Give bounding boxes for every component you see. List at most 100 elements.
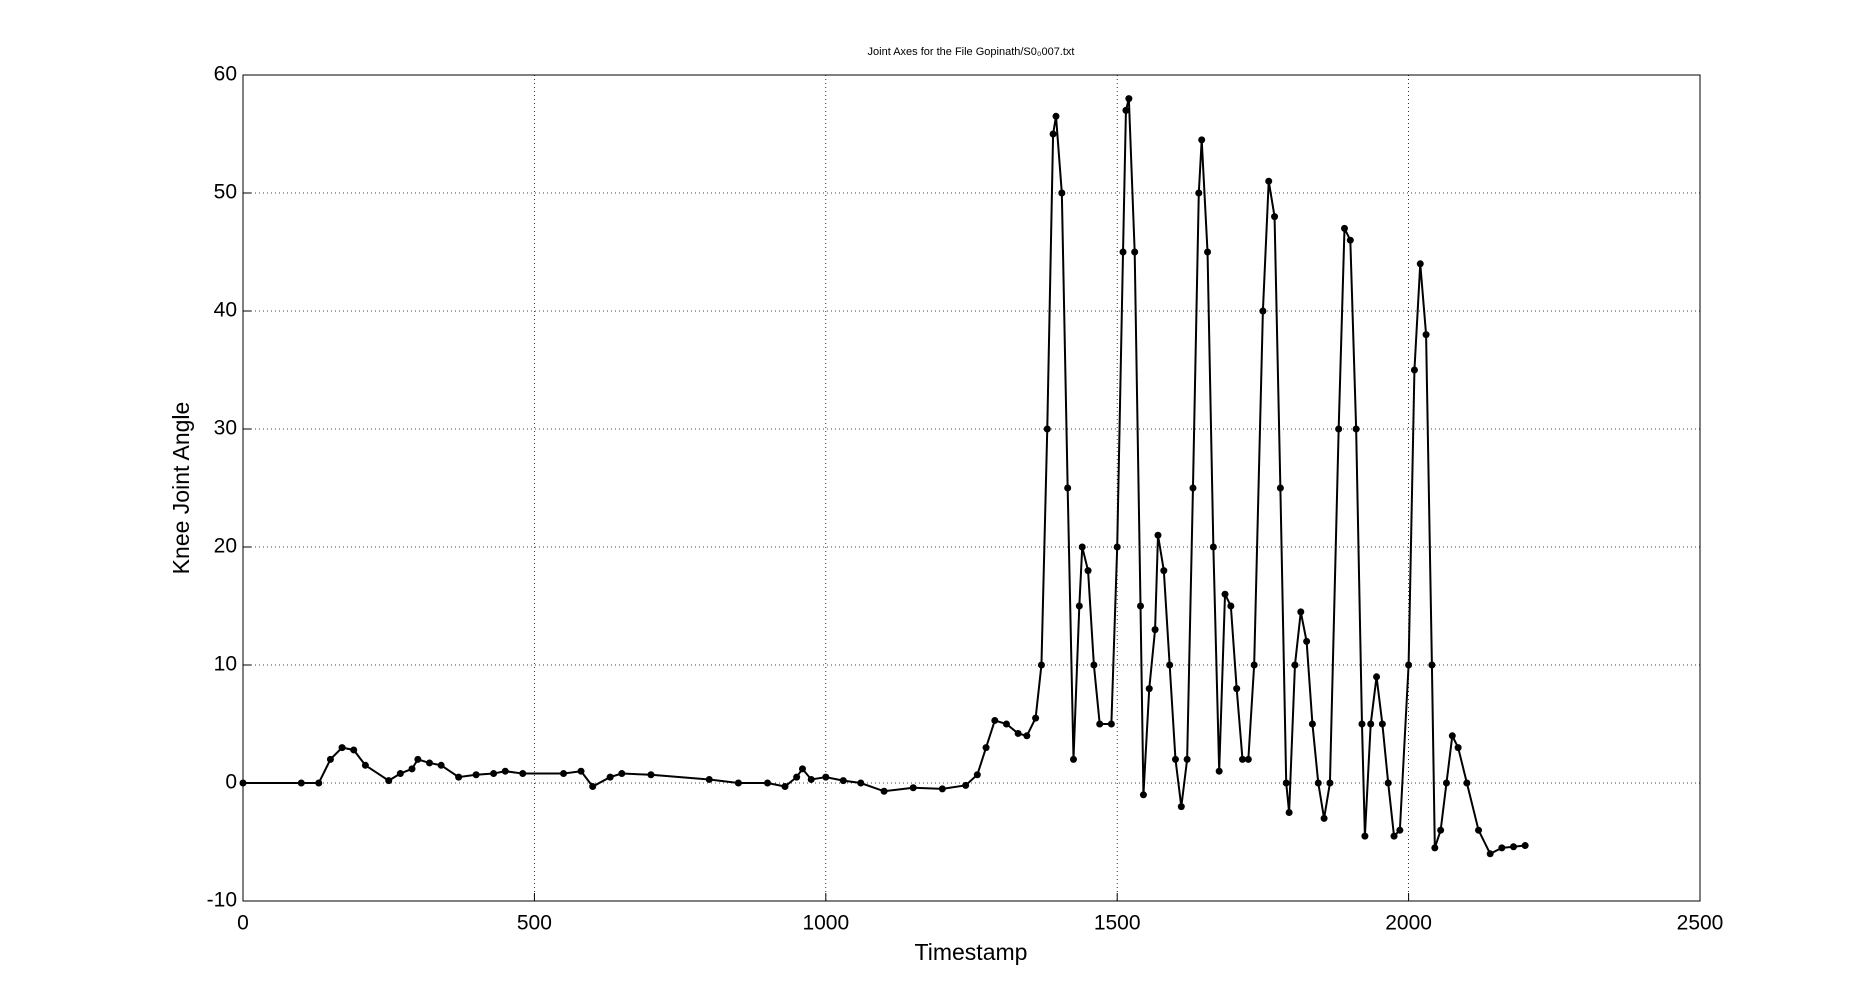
- data-point: [1314, 779, 1322, 787]
- data-point: [1308, 720, 1316, 728]
- data-point: [1189, 484, 1197, 492]
- data-point: [1475, 826, 1483, 834]
- data-point: [1037, 661, 1045, 669]
- data-point: [606, 773, 614, 781]
- y-tick-label: -10: [207, 889, 237, 912]
- data-point: [1090, 661, 1098, 669]
- data-point: [1352, 425, 1360, 433]
- data-point: [239, 779, 247, 787]
- data-point: [1122, 106, 1130, 114]
- data-point: [1023, 732, 1031, 740]
- data-point: [1346, 236, 1354, 244]
- data-point: [1335, 425, 1343, 433]
- data-point: [793, 773, 801, 781]
- x-tick-label: 500: [517, 912, 552, 935]
- data-point: [1486, 850, 1494, 858]
- data-point: [973, 771, 981, 779]
- data-point: [501, 767, 509, 775]
- data-point: [396, 770, 404, 778]
- data-point: [1390, 832, 1398, 840]
- data-point: [437, 761, 445, 769]
- data-point: [1183, 755, 1191, 763]
- data-point: [1154, 531, 1162, 539]
- data-point: [1320, 814, 1328, 822]
- data-point: [1410, 366, 1418, 374]
- x-tick-label: 2500: [1677, 912, 1724, 935]
- data-point: [1096, 720, 1104, 728]
- data-point: [361, 761, 369, 769]
- data-point: [938, 785, 946, 793]
- data-point: [1195, 189, 1203, 197]
- data-point: [1437, 826, 1445, 834]
- data-point: [1177, 803, 1185, 811]
- x-tick-label: 1500: [1094, 912, 1141, 935]
- data-point: [1125, 95, 1133, 103]
- data-point: [1032, 714, 1040, 722]
- data-point: [1384, 779, 1392, 787]
- data-point: [1271, 213, 1279, 221]
- data-point: [1244, 755, 1252, 763]
- data-point: [1166, 661, 1174, 669]
- data-point: [297, 779, 305, 787]
- data-point: [589, 783, 597, 791]
- data-point: [1259, 307, 1267, 315]
- data-point: [1119, 248, 1127, 256]
- y-tick-label: 10: [214, 653, 237, 676]
- data-point: [338, 744, 346, 752]
- data-point: [1463, 779, 1471, 787]
- data-point: [425, 759, 433, 767]
- data-point: [781, 783, 789, 791]
- data-point: [1361, 832, 1369, 840]
- data-point: [1442, 779, 1450, 787]
- data-point: [857, 779, 865, 787]
- data-point: [1227, 602, 1235, 610]
- data-point: [1069, 755, 1077, 763]
- data-point: [315, 779, 323, 787]
- data-point: [560, 770, 568, 778]
- data-point: [455, 773, 463, 781]
- data-point: [1160, 567, 1168, 575]
- data-point: [647, 771, 655, 779]
- data-point: [705, 775, 713, 783]
- data-point: [1378, 720, 1386, 728]
- data-point: [764, 779, 772, 787]
- data-point: [1198, 136, 1206, 144]
- data-point: [1282, 779, 1290, 787]
- data-point: [734, 779, 742, 787]
- data-point: [991, 716, 999, 724]
- data-point: [880, 787, 888, 795]
- data-point: [1454, 744, 1462, 752]
- data-point: [1297, 608, 1305, 616]
- data-point: [982, 744, 990, 752]
- data-point: [519, 770, 527, 778]
- data-point: [490, 770, 498, 778]
- y-tick-label: 30: [214, 417, 237, 440]
- data-point: [1151, 626, 1159, 634]
- data-point: [1340, 224, 1348, 232]
- data-point: [909, 784, 917, 792]
- y-axis-label: Knee Joint Angle: [168, 402, 194, 575]
- data-point: [1276, 484, 1284, 492]
- data-point: [1084, 567, 1092, 575]
- data-point: [1014, 729, 1022, 737]
- x-tick-label: 1000: [802, 912, 849, 935]
- data-point: [1058, 189, 1066, 197]
- data-point: [1358, 720, 1366, 728]
- data-point: [1209, 543, 1217, 551]
- data-point: [1107, 720, 1115, 728]
- data-point: [1131, 248, 1139, 256]
- data-point: [807, 775, 815, 783]
- data-point: [1171, 755, 1179, 763]
- data-point: [385, 777, 393, 785]
- data-point: [1233, 685, 1241, 693]
- data-point: [962, 781, 970, 789]
- data-point: [1373, 673, 1381, 681]
- data-point: [1002, 720, 1010, 728]
- data-point: [1428, 661, 1436, 669]
- data-point: [618, 770, 626, 778]
- data-point: [1521, 842, 1529, 850]
- data-point: [1075, 602, 1083, 610]
- x-tick-label: 0: [237, 912, 249, 935]
- y-tick-label: 40: [214, 299, 237, 322]
